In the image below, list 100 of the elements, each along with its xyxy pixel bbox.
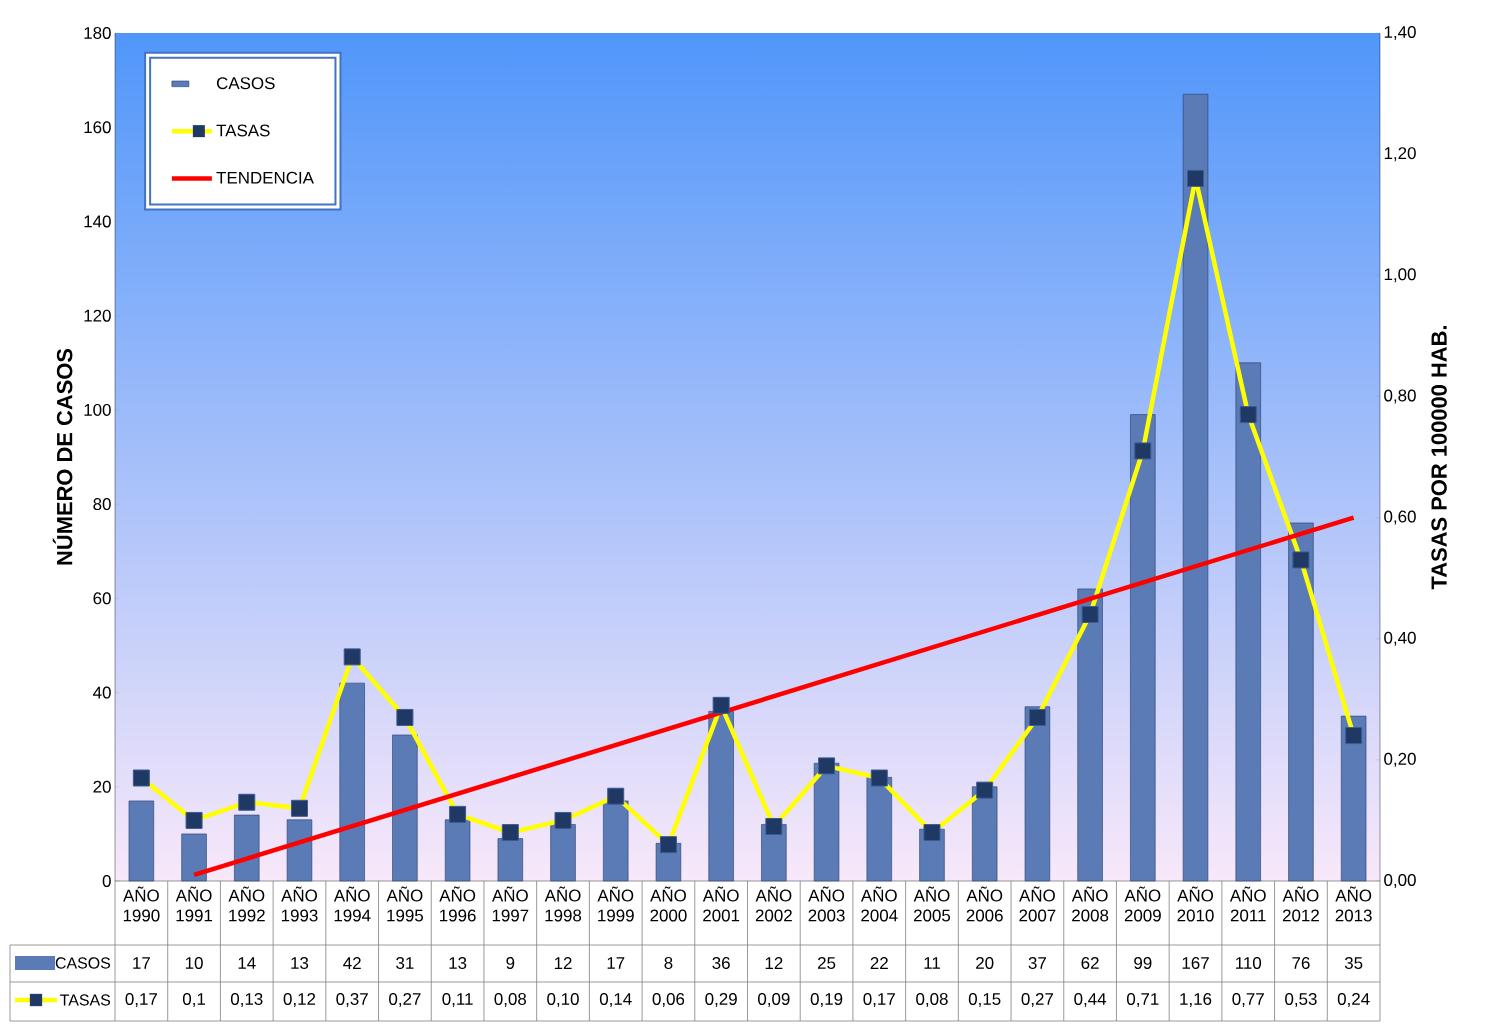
x-tick-label: AÑO 2010 xyxy=(1177,886,1214,922)
x-tick-label: AÑO 1996 xyxy=(439,886,476,922)
bar xyxy=(1077,588,1103,882)
data-label: 0,11 xyxy=(442,993,473,1007)
legend-label: TENDENCIA xyxy=(216,171,314,184)
data-label: 11 xyxy=(924,957,940,969)
y2-tick-label: 0,20 xyxy=(1384,752,1416,767)
x-tick-label: AÑO 1993 xyxy=(281,886,318,922)
data-label: 8 xyxy=(664,957,673,969)
x-tick-label: AÑO 2013 xyxy=(1335,886,1372,922)
data-label: 0,71 xyxy=(1126,993,1159,1007)
bar xyxy=(181,833,207,882)
data-label: 25 xyxy=(818,957,836,969)
bar xyxy=(339,682,365,882)
y-tick-label: 80 xyxy=(93,498,111,511)
x-tick-label: AÑO 1998 xyxy=(544,886,582,922)
y-tick-label: 100 xyxy=(84,403,111,416)
data-label: 0,15 xyxy=(968,993,1001,1007)
x-tick-label: AÑO 2004 xyxy=(860,886,898,922)
data-label: 9 xyxy=(506,957,515,969)
bar xyxy=(1182,93,1209,882)
data-label: 17 xyxy=(133,957,150,969)
data-label: 13 xyxy=(449,957,467,969)
data-label: 99 xyxy=(1134,957,1152,969)
data-label: 0,24 xyxy=(1337,993,1370,1007)
bar xyxy=(1235,362,1261,882)
data-label: 22 xyxy=(870,957,888,969)
data-label: 0,44 xyxy=(1074,993,1107,1007)
x-tick-label: AÑO 2003 xyxy=(808,886,845,922)
y2-tick-label: 0,40 xyxy=(1384,631,1416,646)
data-label: 0,12 xyxy=(283,993,316,1007)
x-tick-label: AÑO 2011 xyxy=(1229,886,1266,922)
x-tick-label: AÑO 1992 xyxy=(228,886,265,922)
bar xyxy=(1024,706,1051,882)
data-label: 14 xyxy=(238,957,256,969)
y2-tick-label: 1,00 xyxy=(1384,268,1416,283)
x-tick-label: AÑO 1994 xyxy=(333,886,371,922)
x-tick-label: AÑO 2000 xyxy=(650,886,687,922)
data-label: 0,77 xyxy=(1232,993,1264,1007)
data-label: 167 xyxy=(1182,957,1209,969)
x-tick-label: AÑO 1990 xyxy=(123,886,160,922)
data-label: 0,17 xyxy=(863,993,895,1007)
y2-tick-label: 0,80 xyxy=(1384,389,1416,404)
x-tick-label: AÑO 2002 xyxy=(755,886,792,922)
y-tick-label: 60 xyxy=(93,592,111,605)
data-label: 0,08 xyxy=(916,993,948,1007)
x-tick-label: AÑO 2006 xyxy=(966,886,1003,922)
data-label: 20 xyxy=(976,957,994,969)
x-tick-label: AÑO 2009 xyxy=(1124,886,1161,922)
text: CASOS xyxy=(55,957,111,969)
data-label: 37 xyxy=(1028,957,1046,969)
x-tick-label: AÑO 2001 xyxy=(702,886,740,922)
data-label: 31 xyxy=(396,957,414,969)
bar xyxy=(286,819,313,882)
y2-tick-label: 0,00 xyxy=(1384,874,1416,888)
data-label: 36 xyxy=(712,957,730,969)
data-label: 0,29 xyxy=(705,993,737,1007)
bar xyxy=(392,734,418,882)
data-label: 0,13 xyxy=(230,993,263,1007)
data-label: 62 xyxy=(1081,957,1099,969)
data-label: 0,09 xyxy=(758,993,790,1007)
x-tick-label: AÑO 1991 xyxy=(175,886,213,922)
data-label: 42 xyxy=(343,957,361,969)
data-label: 12 xyxy=(765,957,783,969)
bar xyxy=(234,814,260,882)
data-label: 0,37 xyxy=(336,993,368,1007)
bar xyxy=(1130,414,1156,882)
data-label: 0,27 xyxy=(1021,993,1054,1007)
y-tick-label: 20 xyxy=(93,780,111,793)
x-tick-label: AÑO 2005 xyxy=(913,886,951,922)
y-axis-title: NÚMERO DE CASOS xyxy=(52,348,73,565)
y-tick-label: 120 xyxy=(84,309,111,322)
x-tick-label: AÑO 1995 xyxy=(386,886,424,922)
bar xyxy=(1288,522,1314,882)
x-tick-label: AÑO 1999 xyxy=(597,886,634,922)
data-label: 10 xyxy=(185,957,203,969)
bar xyxy=(1340,715,1367,882)
y2-tick-label: 0,60 xyxy=(1384,510,1416,525)
y2-tick-label: 1,40 xyxy=(1384,25,1416,40)
y-tick-label: 40 xyxy=(93,686,111,699)
data-label: 12 xyxy=(554,957,572,969)
y-tick-label: 160 xyxy=(84,121,111,134)
bar xyxy=(128,800,155,882)
data-label: 0,08 xyxy=(494,993,527,1007)
x-tick-label: AÑO 1997 xyxy=(491,886,529,922)
data-label: 0,53 xyxy=(1285,993,1317,1007)
y2-axis-title: TASAS POR 100000 HAB. xyxy=(1431,325,1447,590)
y-tick-label: 140 xyxy=(84,215,111,228)
x-tick-label: AÑO 2012 xyxy=(1282,886,1319,922)
data-label: 35 xyxy=(1344,957,1363,969)
text: TASAS xyxy=(60,994,111,1006)
data-label: 1,16 xyxy=(1180,993,1212,1007)
data-label: 0,27 xyxy=(389,993,421,1007)
data-label: 0,14 xyxy=(599,993,632,1007)
data-label: 0,1 xyxy=(182,993,206,1007)
data-label: 0,10 xyxy=(547,993,579,1007)
data-label: 0,17 xyxy=(125,993,157,1007)
y-tick-label: 180 xyxy=(84,26,111,39)
legend-label: TASAS xyxy=(216,124,270,137)
data-label: 110 xyxy=(1236,957,1262,969)
